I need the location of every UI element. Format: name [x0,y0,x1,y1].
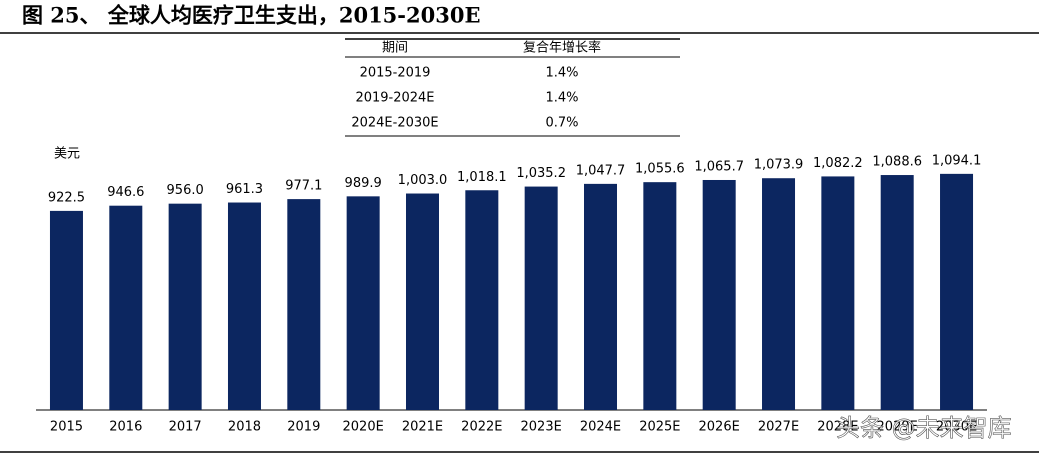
bar [762,178,796,410]
x-tick-label: 2024E [580,420,621,435]
value-label: 946.6 [107,185,144,200]
value-label: 956.0 [167,183,204,198]
value-label: 922.5 [48,190,85,205]
table-cell: 2015-2019 [360,66,431,81]
bar [346,196,380,410]
table-header: 期间 [382,41,408,56]
value-label: 1,003.0 [398,173,448,188]
bar [584,183,618,410]
value-label: 1,018.1 [457,170,507,185]
x-tick-label: 2030E [936,420,977,435]
value-label: 989.9 [345,176,382,191]
bar [227,202,261,410]
value-label: 1,047.7 [576,163,626,178]
bar [405,193,439,410]
table-cell: 1.4% [545,91,578,106]
bar [821,176,855,410]
value-label: 1,073.9 [754,158,804,173]
value-label: 1,082.2 [813,156,863,171]
x-tick-label: 2020E [343,420,384,435]
table-cell: 2024E-2030E [351,116,438,131]
x-tick-label: 2017 [169,420,202,435]
bar [702,179,736,410]
table-cell: 2019-2024E [355,91,434,106]
value-label: 977.1 [285,179,322,194]
bar [880,175,914,410]
value-label: 1,035.2 [516,166,566,181]
watermark: 头条 @未来智库 [836,414,1012,442]
bar [49,210,83,410]
x-tick-label: 2015 [50,420,83,435]
x-tick-label: 2021E [402,420,443,435]
bar [643,182,677,410]
x-tick-label: 2023E [521,420,562,435]
bar [168,203,202,410]
table-cell: 1.4% [545,66,578,81]
y-axis-label: 美元 [54,147,80,162]
x-tick-label: 2026E [699,420,740,435]
x-tick-label: 2028E [817,420,858,435]
bar [524,186,558,410]
x-tick-label: 2016 [109,420,142,435]
chart-title: 图 25、 全球人均医疗卫生支出，2015-2030E [22,3,480,28]
x-tick-label: 2027E [758,420,799,435]
bar [287,199,321,410]
table-header: 复合年增长率 [523,40,601,56]
value-label: 1,094.1 [932,153,982,168]
bar [109,205,143,410]
x-tick-label: 2018 [228,420,261,435]
value-label: 1,065.7 [694,159,744,174]
bar [465,190,499,410]
bar [940,173,974,410]
x-tick-label: 2022E [461,420,502,435]
value-label: 1,055.6 [635,162,685,177]
x-tick-label: 2029E [877,420,918,435]
x-tick-label: 2019 [287,420,320,435]
table-cell: 0.7% [545,116,578,131]
value-label: 961.3 [226,182,263,197]
x-tick-label: 2025E [639,420,680,435]
value-label: 1,088.6 [872,155,922,170]
